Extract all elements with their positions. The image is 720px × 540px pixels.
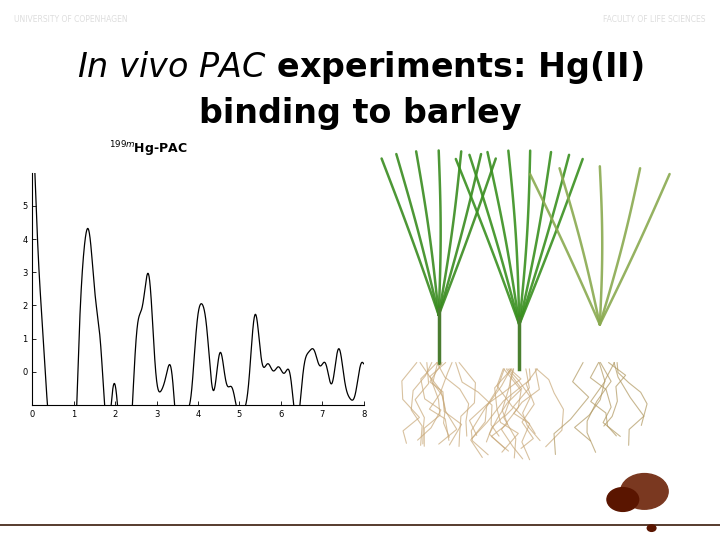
- Text: $\mathit{In\ vivo\ PAC}$ experiments: Hg(II): $\mathit{In\ vivo\ PAC}$ experiments: Hg…: [77, 49, 643, 86]
- Text: FACULTY OF LIFE SCIENCES: FACULTY OF LIFE SCIENCES: [603, 15, 706, 24]
- Circle shape: [647, 525, 656, 531]
- Circle shape: [607, 488, 639, 511]
- Circle shape: [621, 474, 668, 509]
- Text: UNIVERSITY OF COPENHAGEN: UNIVERSITY OF COPENHAGEN: [14, 15, 128, 24]
- Text: binding to barley: binding to barley: [199, 97, 521, 130]
- Text: $^{199m}$Hg-PAC: $^{199m}$Hg-PAC: [109, 139, 188, 159]
